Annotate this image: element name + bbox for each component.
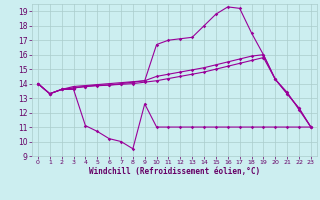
X-axis label: Windchill (Refroidissement éolien,°C): Windchill (Refroidissement éolien,°C) bbox=[89, 167, 260, 176]
